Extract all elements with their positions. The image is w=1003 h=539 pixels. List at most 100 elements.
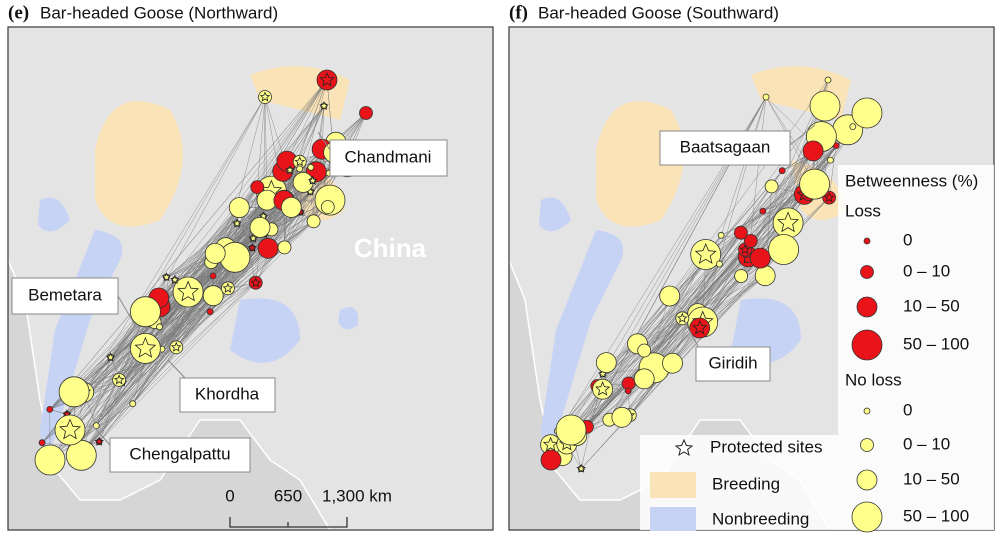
edge: [255, 173, 330, 283]
edge: [653, 150, 814, 369]
legend-symbol: [856, 469, 878, 491]
scale-label: 1,300 km: [322, 486, 392, 505]
site: [228, 197, 250, 219]
callout: [167, 359, 186, 379]
panel-title: Bar-headed Goose (Northward): [40, 3, 278, 22]
legend-group: No loss: [845, 370, 902, 389]
label-box: [329, 139, 448, 177]
site: [802, 140, 824, 162]
label-box: [659, 130, 791, 166]
panel-label: (f): [509, 2, 528, 23]
protected-site: [777, 211, 799, 233]
edge: [283, 79, 328, 201]
edge: [49, 142, 337, 410]
network: [540, 76, 883, 473]
edge: [41, 199, 331, 443]
site: [320, 200, 335, 214]
protected-site: [677, 312, 688, 323]
legend: Betweenness (%) Loss No loss 0 0 – 10 10 –…: [640, 165, 994, 533]
protected-site: [307, 175, 318, 185]
site: [220, 281, 235, 296]
edge: [225, 199, 268, 248]
callout: [789, 124, 816, 146]
edge: [99, 282, 256, 442]
site: [624, 387, 632, 395]
site: [611, 406, 633, 428]
site: [689, 317, 711, 339]
site: [754, 265, 776, 287]
site: [307, 163, 315, 171]
edge: [707, 210, 764, 317]
site: [250, 180, 265, 195]
edge: [284, 191, 311, 248]
site: [306, 214, 321, 229]
legend-swatch: [650, 472, 696, 498]
site: [34, 444, 66, 476]
protected-site: [232, 218, 242, 228]
protected-site: [177, 280, 200, 302]
protected-site: [294, 156, 306, 167]
edge: [571, 136, 822, 430]
site: [764, 179, 779, 194]
label-box: [11, 277, 119, 315]
site: [734, 269, 748, 283]
label-box: [109, 437, 251, 473]
edge: [75, 282, 256, 448]
edge: [98, 167, 311, 442]
site: [717, 231, 725, 239]
protected-site: [94, 436, 104, 446]
site: [633, 368, 655, 390]
edge: [570, 235, 722, 431]
protected-site: [59, 418, 81, 440]
site: [129, 296, 161, 328]
site: [809, 90, 841, 122]
site: [54, 414, 86, 446]
edge: [81, 291, 189, 456]
protected-site: [248, 233, 258, 243]
protected-site: [285, 165, 295, 175]
edge: [550, 170, 783, 445]
legend-symbol: [851, 501, 883, 533]
site: [659, 285, 681, 307]
edge: [702, 150, 814, 323]
edge: [49, 79, 328, 410]
place-label: Giridih: [708, 353, 757, 372]
edge: [748, 96, 767, 257]
legend-symbol: [863, 237, 871, 245]
legend-symbol: [856, 296, 878, 318]
legend-label: 0: [903, 400, 912, 419]
protected-site: [170, 341, 182, 352]
site: [743, 233, 758, 248]
edge: [75, 199, 285, 448]
site: [129, 400, 137, 408]
site: [38, 439, 46, 447]
legend-title: Betweenness (%): [845, 171, 978, 190]
site: [277, 240, 292, 255]
legend-label: 0: [903, 230, 912, 249]
site: [592, 378, 613, 400]
callout: [91, 424, 111, 446]
scale-label: 0: [225, 486, 234, 505]
legend-label: Protected sites: [710, 437, 822, 456]
site: [112, 372, 126, 387]
site: [280, 196, 302, 218]
callout: [684, 321, 701, 351]
scale-label: 650: [274, 486, 302, 505]
callout: [317, 131, 331, 151]
site: [762, 93, 770, 101]
protected-site: [319, 71, 335, 87]
panel-title: Bar-headed Goose (Southward): [538, 3, 779, 22]
legend-label: 10 – 50: [903, 469, 960, 488]
legend-label: Nonbreeding: [712, 509, 809, 528]
legend-label: 50 – 100: [903, 334, 969, 353]
site: [249, 216, 271, 238]
callout: [117, 295, 136, 326]
protected-site: [222, 282, 234, 293]
site: [257, 237, 279, 259]
site: [359, 106, 373, 120]
protected-site: [595, 381, 611, 396]
edge: [644, 240, 751, 351]
legend-symbol: [863, 407, 871, 415]
edge: [637, 240, 751, 344]
site: [316, 69, 338, 91]
